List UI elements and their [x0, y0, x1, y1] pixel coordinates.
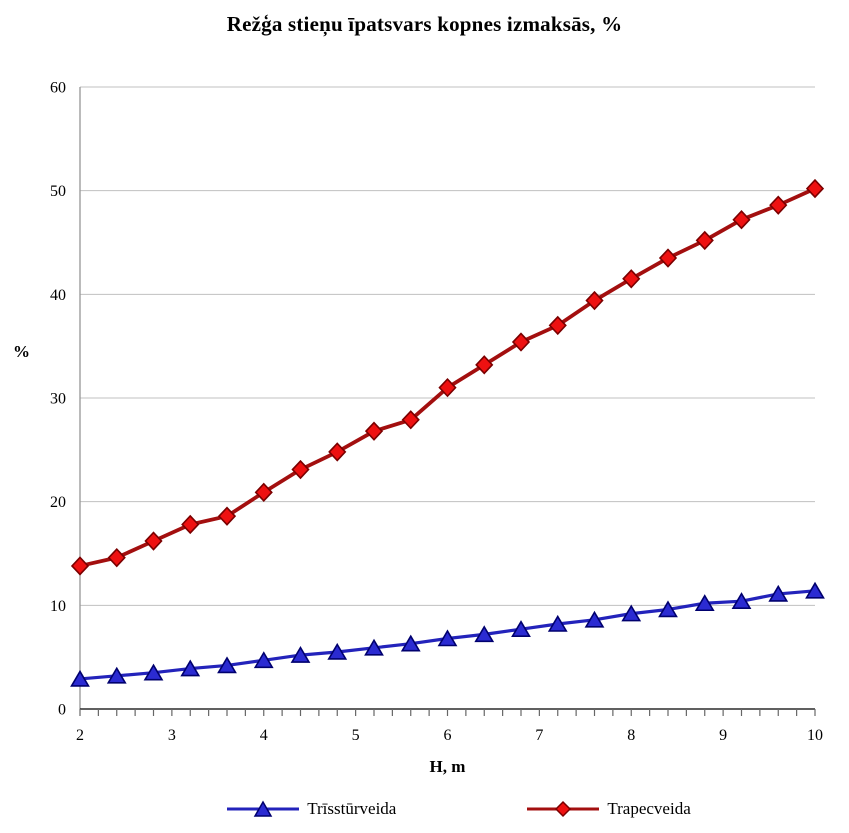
- marker-triangle: [584, 610, 605, 628]
- legend-marker-triangle: [227, 800, 300, 817]
- marker-diamond: [144, 531, 163, 551]
- marker-triangle: [474, 625, 495, 643]
- marker-triangle: [217, 656, 237, 674]
- marker-triangle: [547, 614, 568, 632]
- y-axis-label: %: [13, 342, 30, 361]
- plot-area: 0 10 20 30 40 50 60 2 3 4 5 6 7 8 9 10: [50, 80, 825, 744]
- marker-triangle: [106, 666, 127, 684]
- chart-title: Režģa stieņu īpatsvars kopnes izmaksās, …: [226, 12, 623, 36]
- marker-diamond: [70, 556, 90, 576]
- marker-triangle: [143, 663, 164, 681]
- marker-diamond: [328, 442, 347, 462]
- x-tick-label: 4: [260, 727, 268, 744]
- marker-diamond: [364, 421, 384, 441]
- y-tick-label: 10: [50, 598, 66, 615]
- marker-diamond: [548, 315, 567, 336]
- legend: Trīsstūrveida Trapecveida: [33, 799, 849, 819]
- marker-triangle: [180, 659, 201, 677]
- y-tick-label: 0: [58, 702, 66, 719]
- y-tick-label: 30: [50, 391, 66, 408]
- marker-triangle: [437, 629, 458, 647]
- marker-triangle: [805, 581, 825, 599]
- x-tick-label: 9: [719, 727, 727, 744]
- y-tick-label: 50: [50, 183, 66, 200]
- x-tick-label: 3: [168, 727, 176, 744]
- marker-diamond: [401, 410, 420, 430]
- marker-triangle: [327, 642, 348, 660]
- marker-diamond: [217, 506, 237, 526]
- marker-triangle: [621, 604, 642, 622]
- marker-triangle: [253, 651, 274, 669]
- marker-diamond: [254, 482, 273, 503]
- legend-item-trapezoidal: Trapecveida: [524, 799, 691, 819]
- marker-diamond: [291, 459, 310, 480]
- x-tick-label: 8: [627, 727, 635, 744]
- marker-diamond: [658, 248, 678, 268]
- y-tick-label: 40: [50, 287, 66, 304]
- legend-label-trapezoidal: Trapecveida: [607, 799, 691, 818]
- x-tick-label: 6: [444, 727, 452, 744]
- marker-triangle: [731, 592, 752, 609]
- x-tick-label: 5: [352, 727, 360, 744]
- marker-triangle: [694, 594, 715, 612]
- legend-item-triangular: Trīsstūrveida: [224, 799, 396, 819]
- x-tick-label: 2: [76, 727, 84, 744]
- marker-diamond: [769, 195, 788, 215]
- marker-diamond: [622, 269, 641, 289]
- legend-marker-diamond: [527, 800, 600, 818]
- x-tick-label: 7: [535, 727, 543, 744]
- marker-diamond: [805, 178, 825, 199]
- marker-diamond: [511, 332, 531, 352]
- marker-triangle: [768, 584, 789, 602]
- marker-triangle: [290, 646, 311, 663]
- legend-label-triangular: Trīsstūrveida: [307, 799, 397, 818]
- marker-diamond: [107, 547, 126, 568]
- y-tick-label: 60: [50, 80, 66, 97]
- marker-diamond: [732, 210, 751, 230]
- marker-diamond: [585, 290, 604, 311]
- x-axis-label: H, m: [429, 757, 466, 776]
- marker-diamond: [695, 230, 714, 251]
- marker-triangle: [70, 669, 90, 687]
- marker-triangle: [364, 638, 384, 656]
- marker-triangle: [511, 620, 531, 637]
- marker-triangle: [658, 600, 678, 618]
- y-tick-label: 20: [50, 494, 66, 511]
- x-tick-label: 10: [807, 727, 823, 744]
- marker-diamond: [181, 514, 200, 535]
- marker-triangle: [400, 634, 421, 652]
- marker-diamond: [438, 377, 457, 398]
- marker-diamond: [475, 355, 494, 375]
